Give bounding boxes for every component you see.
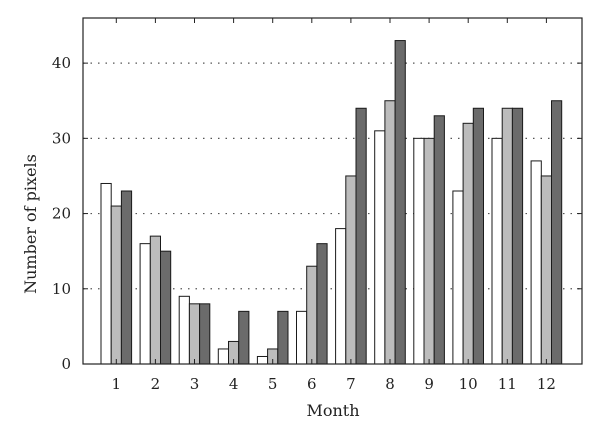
bar (491, 137, 503, 365)
x-tick-label: 10 (459, 375, 478, 393)
plot-frame (82, 17, 583, 365)
bar (413, 137, 425, 365)
bar (100, 182, 112, 365)
bar (178, 295, 190, 365)
bar (433, 115, 445, 365)
bar (551, 100, 563, 365)
bar (423, 137, 435, 365)
bar (452, 190, 464, 365)
bar (394, 40, 406, 365)
bar (199, 303, 211, 365)
y-tick-label: 20 (52, 205, 71, 223)
x-tick-label: 1 (112, 375, 122, 393)
bar (256, 355, 269, 365)
bar (355, 107, 367, 365)
x-tick-label: 5 (268, 375, 278, 393)
bar (120, 190, 133, 365)
bar (472, 107, 484, 365)
x-tick-label: 11 (498, 375, 517, 393)
y-tick-label: 10 (52, 280, 71, 298)
bar (110, 205, 122, 365)
bar (188, 303, 201, 365)
bar (149, 235, 162, 365)
bar (511, 107, 524, 365)
bar (345, 175, 357, 365)
bar (530, 160, 542, 365)
bar (217, 348, 230, 365)
bar (296, 310, 308, 365)
x-tick-labels: 1 2 3 4 5 6 7 8 9 10 11 12 (112, 375, 556, 393)
y-tick-labels: 0 10 20 30 40 (52, 54, 71, 373)
x-tick-label: 2 (151, 375, 161, 393)
bar (384, 100, 396, 365)
y-tick-label: 30 (52, 129, 71, 147)
y-axis-label: Number of pixels (21, 154, 40, 294)
bar (462, 122, 474, 365)
bar (501, 107, 513, 365)
bar (306, 265, 318, 365)
x-tick-label: 3 (190, 375, 200, 393)
x-tick-label: 8 (385, 375, 395, 393)
bar (335, 228, 347, 365)
bar (160, 250, 172, 365)
bar (374, 130, 386, 365)
bar (540, 175, 552, 365)
axes (82, 17, 583, 365)
y-tick-label: 40 (52, 54, 71, 72)
bar (139, 243, 151, 365)
y-tick-label: 0 (61, 355, 71, 373)
x-axis-label: Month (306, 401, 359, 420)
x-tick-label: 9 (424, 375, 434, 393)
x-tick-label: 7 (346, 375, 356, 393)
bar (316, 243, 328, 365)
x-tick-label: 6 (307, 375, 317, 393)
bar (238, 310, 250, 365)
x-tick-label: 4 (229, 375, 239, 393)
x-tick-label: 12 (537, 375, 556, 393)
bars (100, 40, 563, 365)
bar (277, 310, 289, 365)
